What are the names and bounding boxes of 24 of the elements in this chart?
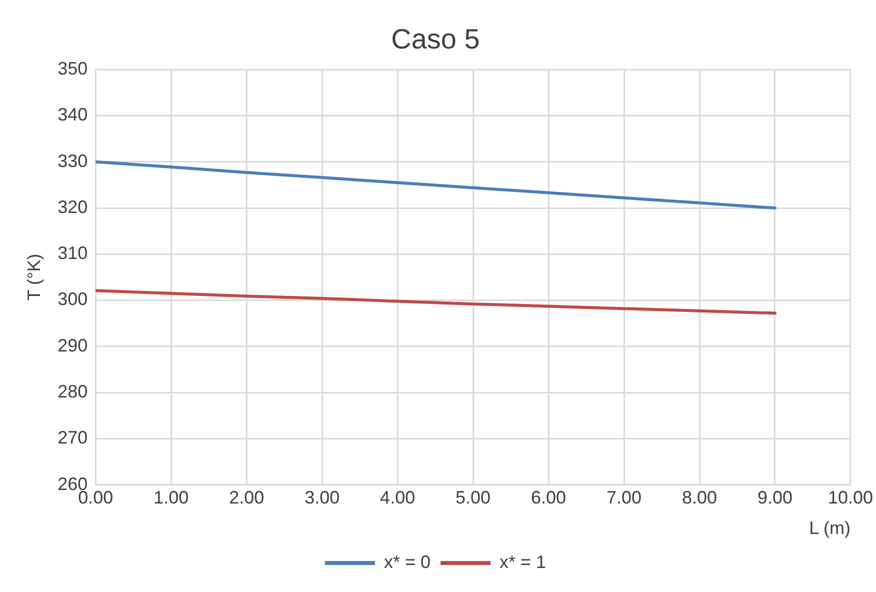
x-tick-label: 6.00 (531, 488, 566, 508)
y-tick-label: 280 (58, 382, 88, 402)
y-tick-label: 340 (58, 104, 88, 125)
x-tick-label: 1.00 (154, 488, 189, 508)
legend-label: x* = 0 (384, 552, 430, 572)
legend-label: x* = 1 (500, 552, 546, 572)
y-axis-title: T (°K) (24, 254, 44, 301)
x-axis-title: L (m) (809, 518, 850, 538)
x-tick-label: 7.00 (606, 488, 642, 508)
x-tick-label: 10.00 (828, 488, 873, 508)
y-tick-label: 310 (58, 243, 88, 264)
x-tick-label: 4.00 (380, 488, 416, 508)
y-tick-label: 350 (58, 58, 88, 79)
chart-title: Caso 5 (391, 24, 480, 55)
y-tick-label: 290 (58, 335, 88, 356)
x-tick-label: 2.00 (229, 488, 264, 508)
y-tick-label: 300 (58, 289, 88, 310)
x-tick-label: 5.00 (456, 488, 491, 508)
x-tick-label: 9.00 (757, 488, 793, 508)
x-tick-label: 3.00 (304, 488, 340, 508)
y-tick-label: 330 (58, 150, 88, 171)
x-tick-label: 8.00 (682, 488, 718, 508)
y-tick-label: 270 (58, 428, 88, 448)
y-tick-label: 320 (58, 196, 88, 217)
